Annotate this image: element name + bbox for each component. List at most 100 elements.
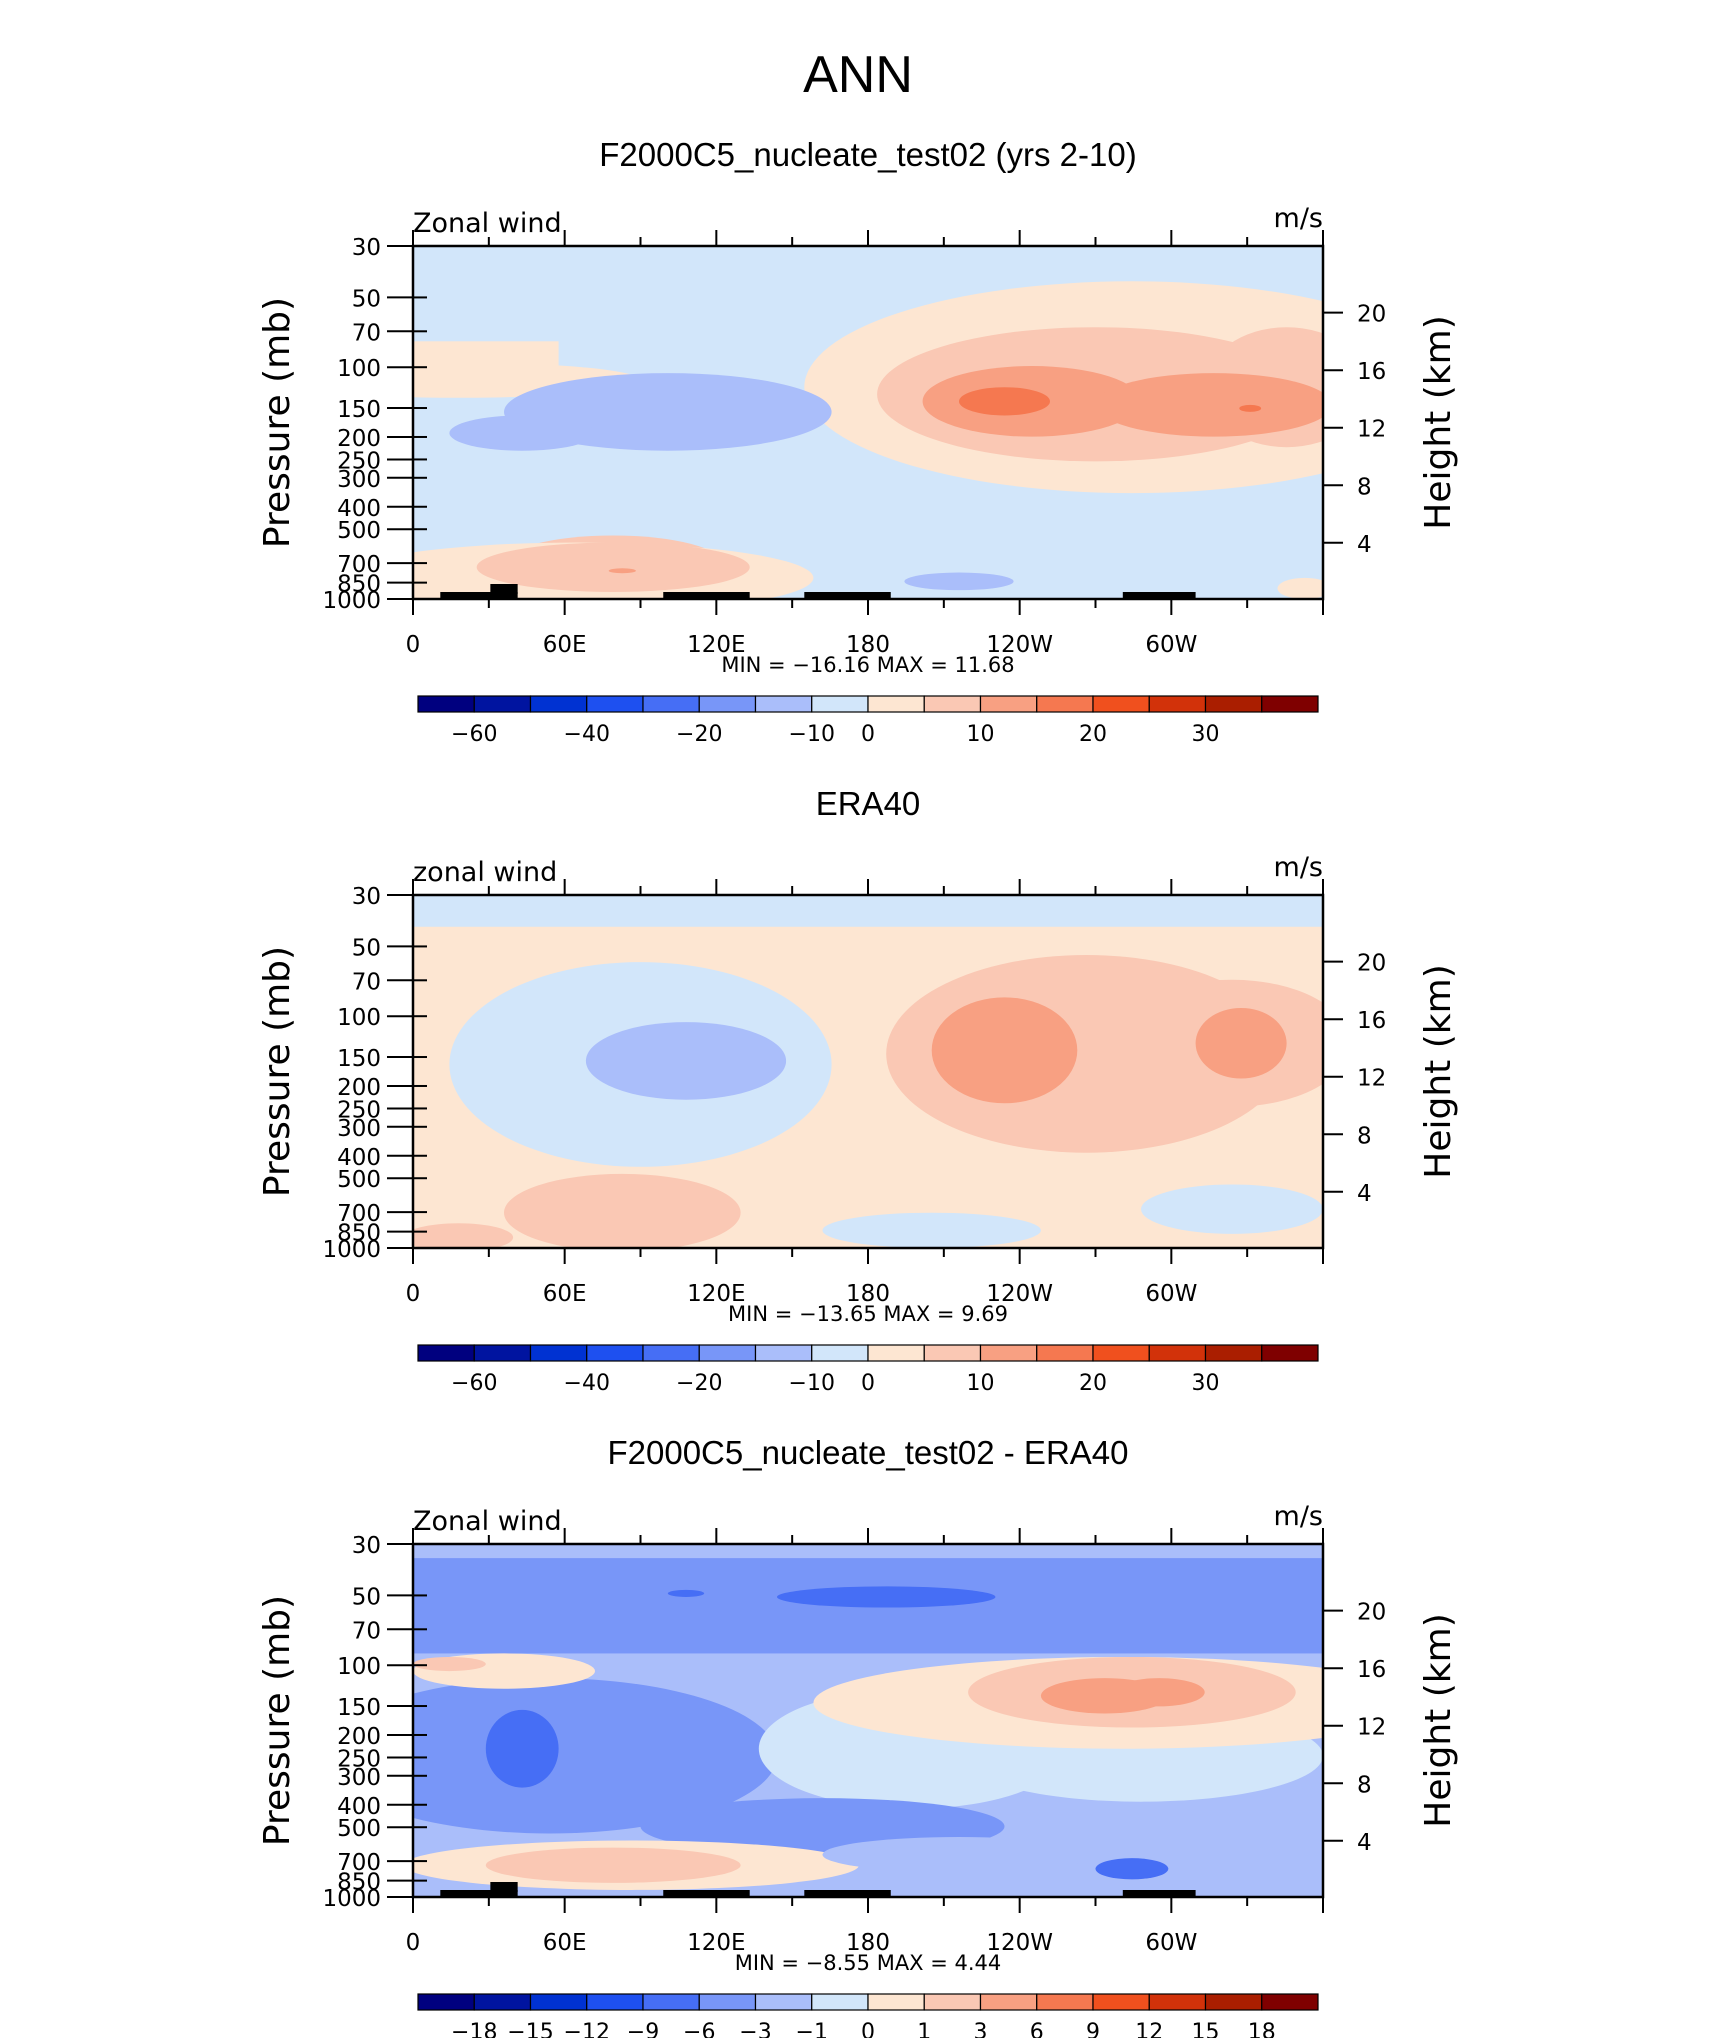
colorbar-box — [1036, 695, 1094, 713]
land-mask — [490, 1882, 518, 1892]
x-tick-label: 120W — [986, 1281, 1053, 1307]
colorbar-box — [1204, 1344, 1263, 1362]
colorbar-box — [1148, 695, 1207, 713]
right-tick-label: 8 — [1357, 1123, 1372, 1149]
x-tick-label: 60E — [543, 1281, 587, 1307]
right-tick-label: 12 — [1357, 417, 1386, 443]
right-tick-label: 16 — [1357, 1008, 1386, 1034]
colorbar-label: 20 — [1079, 1371, 1107, 1396]
colorbar-box — [754, 1344, 813, 1362]
contour-region — [413, 1223, 514, 1248]
y-tick-label: 200 — [337, 426, 381, 452]
colorbar-label: 30 — [1192, 722, 1220, 747]
y-tick-label: 150 — [337, 1046, 381, 1072]
contour-field — [413, 1544, 1323, 1897]
colorbar-box — [1036, 1993, 1094, 2011]
colorbar-label: −15 — [507, 2020, 553, 2038]
y-tick-label: 200 — [337, 1075, 381, 1101]
colorbar-label: −20 — [676, 1371, 722, 1396]
y-tick-label: 500 — [337, 518, 381, 544]
y-tick-label: 50 — [352, 1584, 381, 1610]
contour-region — [413, 341, 559, 395]
colorbar-label: −3 — [739, 2020, 771, 2038]
y-tick-label: 850 — [337, 1870, 381, 1896]
land-mask — [663, 592, 750, 599]
contour-region — [777, 1586, 996, 1608]
colorbar-box — [867, 695, 925, 713]
panel-title: F2000C5_nucleate_test02 - ERA40 — [607, 1434, 1128, 1471]
min-max-stats: MIN = −8.55 MAX = 4.44 — [735, 1951, 1002, 1975]
y-tick-label: 200 — [337, 1724, 381, 1750]
colorbar-box — [1261, 1993, 1319, 2011]
contour-region — [449, 415, 595, 451]
colorbar-box — [754, 695, 813, 713]
colorbar-box — [1261, 1344, 1319, 1362]
y-tick-label: 300 — [337, 467, 381, 493]
contour-region — [1095, 373, 1323, 437]
colorbar-label: −60 — [451, 1371, 497, 1396]
contour-region — [1239, 404, 1262, 412]
colorbar-label: 1 — [917, 2020, 931, 2038]
x-tick-label: 60E — [543, 632, 587, 658]
contour-region — [1141, 1184, 1323, 1234]
colorbar-label: 0 — [861, 722, 875, 747]
right-tick-label: 4 — [1357, 1181, 1372, 1207]
land-mask — [1122, 1890, 1196, 1897]
colorbar-label: −10 — [789, 722, 835, 747]
colorbar-box — [811, 1993, 869, 2011]
contour-region — [822, 1212, 1041, 1248]
units-label: m/s — [1274, 1501, 1323, 1532]
y-tick-label: 250 — [337, 1097, 381, 1123]
colorbar-box — [473, 1344, 532, 1362]
y-tick-label: 1000 — [322, 1237, 381, 1263]
y-tick-label: 1000 — [322, 588, 381, 614]
contour-region — [485, 1709, 559, 1788]
panel-title: F2000C5_nucleate_test02 (yrs 2-10) — [599, 136, 1136, 173]
colorbar-box — [698, 1993, 757, 2011]
colorbar-box — [1092, 1344, 1150, 1362]
x-tick-label: 180 — [846, 1930, 890, 1956]
panel-diff: F2000C5_nucleate_test02 - ERA40 Zonal win… — [257, 1434, 1459, 2038]
x-tick-label: 60W — [1145, 632, 1197, 658]
y-tick-label: 30 — [352, 235, 381, 261]
x-tick-label: 60W — [1145, 1930, 1197, 1956]
colorbar-box — [586, 1344, 644, 1362]
right-tick-label: 20 — [1357, 951, 1386, 977]
y-tick-label: 700 — [337, 552, 381, 578]
y-tick-label: 250 — [337, 1746, 381, 1772]
y-tick-label: 300 — [337, 1765, 381, 1791]
colorbar-box — [698, 1344, 757, 1362]
colorbar-box — [1092, 695, 1150, 713]
min-max-stats: MIN = −16.16 MAX = 11.68 — [721, 653, 1014, 677]
colorbar-box — [1204, 695, 1263, 713]
colorbar-box — [754, 1993, 813, 2011]
x-tick-label: 120E — [687, 1930, 745, 1956]
x-tick-label: 120E — [687, 1281, 745, 1307]
x-tick-label: 120W — [986, 632, 1053, 658]
contour-region — [1195, 1007, 1287, 1079]
right-tick-label: 20 — [1357, 302, 1386, 328]
right-tick-label: 8 — [1357, 474, 1372, 500]
colorbar-box — [923, 1344, 982, 1362]
contour-region — [1277, 577, 1323, 599]
colorbar-label: −9 — [627, 2020, 659, 2038]
colorbar-box — [1036, 1344, 1094, 1362]
x-tick-label: 180 — [846, 1281, 890, 1307]
colorbar-box — [1204, 1993, 1263, 2011]
y-tick-label: 70 — [352, 1618, 381, 1644]
colorbar-box — [867, 1344, 925, 1362]
colorbar-label: −12 — [564, 2020, 610, 2038]
right-axis-title: Height (km) — [1418, 964, 1459, 1178]
min-max-stats: MIN = −13.65 MAX = 9.69 — [728, 1302, 1008, 1326]
panel-title: ERA40 — [816, 785, 921, 822]
contour-region — [1113, 1678, 1205, 1707]
x-tick-label: 60W — [1145, 1281, 1197, 1307]
y-tick-label: 150 — [337, 397, 381, 423]
right-axis-title: Height (km) — [1418, 1613, 1459, 1827]
colorbar-box — [1148, 1344, 1207, 1362]
contour-region — [608, 568, 636, 574]
variable-label: Zonal wind — [413, 1506, 562, 1537]
colorbar-label: 10 — [967, 1371, 995, 1396]
